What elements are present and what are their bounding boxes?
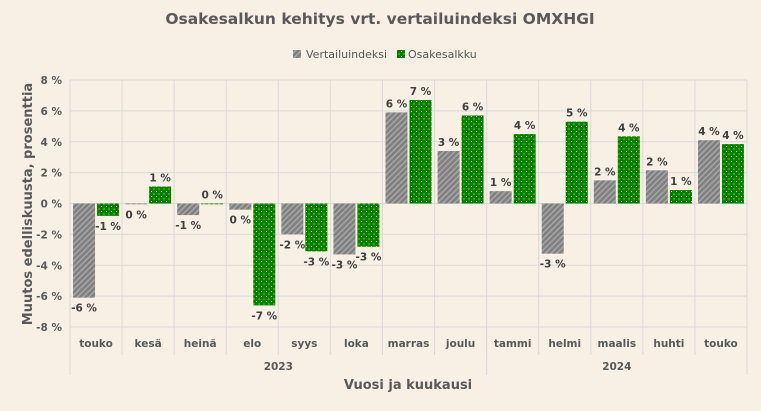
x-axis-title: Vuosi ja kuukausi: [344, 378, 472, 393]
data-label: 0 %: [125, 209, 147, 221]
bar-vertailuindeksi[interactable]: [125, 203, 148, 205]
y-tick-label: -4 %: [36, 260, 62, 272]
bar-vertailuindeksi[interactable]: [177, 203, 200, 216]
data-label: 7 %: [410, 86, 432, 98]
y-tick-label: 2 %: [41, 168, 63, 180]
bar-osakesalkku[interactable]: [721, 144, 744, 204]
legend-item-osakesalkku[interactable]: Osakesalkku: [397, 48, 477, 61]
bar-osakesalkku[interactable]: [409, 100, 432, 204]
bar-osakesalkku[interactable]: [461, 115, 484, 204]
data-label: 1 %: [490, 177, 512, 189]
x-category-label: heinä: [184, 338, 217, 350]
data-label: -2 %: [279, 239, 305, 251]
bar-osakesalkku[interactable]: [669, 190, 692, 204]
legend-marker-vertailuindeksi: [293, 50, 301, 58]
bar-vertailuindeksi[interactable]: [645, 170, 668, 204]
data-label: 4 %: [722, 130, 744, 142]
data-label: 0 %: [201, 190, 223, 202]
y-tick-label: -8 %: [36, 322, 62, 334]
data-label: 1 %: [670, 176, 692, 188]
bar-osakesalkku[interactable]: [253, 203, 276, 306]
data-label: 2 %: [594, 166, 616, 178]
legend-label-vertailuindeksi: Vertailuindeksi: [306, 48, 387, 61]
bar-osakesalkku[interactable]: [357, 203, 380, 247]
legend-marker-osakesalkku: [397, 50, 405, 58]
y-tick-label: -2 %: [36, 229, 62, 241]
x-category-label: huhti: [653, 338, 684, 350]
bar-vertailuindeksi[interactable]: [697, 140, 720, 204]
x-category-label: touko: [704, 338, 738, 350]
legend-label-osakesalkku: Osakesalkku: [408, 48, 477, 61]
data-label: 2 %: [646, 156, 668, 168]
y-tick-label: -6 %: [36, 291, 62, 303]
bar-vertailuindeksi[interactable]: [489, 191, 512, 204]
x-axis-categories: 2023 2024 touko kesä heinä elo syys loka marras j…: [79, 338, 738, 373]
x-category-label: joulu: [445, 338, 475, 350]
data-label: -1 %: [175, 220, 201, 232]
y-axis-title: Muutos edelliskuusta, prosenttia: [21, 83, 36, 325]
y-tick-label: 4 %: [41, 137, 63, 149]
data-label: -3 %: [332, 259, 358, 271]
x-category-label: tammi: [494, 338, 532, 350]
x-category-label: loka: [344, 338, 369, 350]
year-label: 2024: [602, 361, 631, 373]
bar-osakesalkku[interactable]: [565, 121, 588, 204]
data-label: -3 %: [540, 259, 566, 271]
data-label: -1 %: [95, 221, 121, 233]
data-label: 6 %: [386, 98, 408, 110]
data-label: 4 %: [618, 122, 640, 134]
x-category-label: kesä: [135, 338, 162, 350]
bar-vertailuindeksi[interactable]: [229, 203, 252, 210]
y-axis-ticks: 8 % 6 % 4 % 2 % 0 % -2 % -4 % -6 % -8 %: [36, 75, 62, 334]
data-labels: -6 % 0 % -1 % 0 % -2 % -3 % 6 % 3 % 1 % -3 % 2 % 2 …: [71, 86, 744, 322]
data-label: -3 %: [303, 256, 329, 268]
x-category-label: touko: [79, 338, 113, 350]
data-label: 3 %: [438, 137, 460, 149]
x-category-label: syys: [291, 338, 317, 350]
bar-osakesalkku[interactable]: [201, 203, 224, 205]
y-tick-label: 6 %: [41, 106, 63, 118]
data-label: 0 %: [230, 215, 252, 227]
data-label: -6 %: [71, 303, 97, 315]
y-tick-label: 8 %: [41, 75, 63, 87]
data-label: 4 %: [698, 126, 720, 138]
legend: Vertailuindeksi Osakesalkku: [293, 48, 477, 61]
bar-vertailuindeksi[interactable]: [385, 112, 408, 204]
bar-vertailuindeksi[interactable]: [333, 203, 356, 255]
data-label: 1 %: [149, 173, 171, 185]
bar-osakesalkku[interactable]: [149, 186, 172, 204]
chart-title: Osakesalkun kehitys vrt. vertailuindeksi…: [165, 10, 594, 28]
data-label: 4 %: [514, 120, 536, 132]
legend-item-vertailuindeksi[interactable]: Vertailuindeksi: [293, 48, 387, 61]
x-category-label: helmi: [548, 338, 581, 350]
x-category-label: maalis: [598, 338, 637, 350]
data-label: 6 %: [462, 102, 484, 114]
bar-osakesalkku[interactable]: [513, 134, 536, 204]
data-label: -7 %: [251, 310, 277, 322]
bar-vertailuindeksi[interactable]: [437, 151, 460, 204]
bar-osakesalkku[interactable]: [617, 136, 640, 204]
data-label: -3 %: [356, 252, 382, 264]
bars: [73, 100, 744, 306]
x-category-label: marras: [388, 338, 430, 350]
bar-osakesalkku[interactable]: [97, 203, 120, 216]
bar-vertailuindeksi[interactable]: [593, 180, 616, 204]
bar-vertailuindeksi[interactable]: [541, 203, 564, 254]
x-category-label: elo: [243, 338, 261, 350]
data-label: 5 %: [566, 108, 588, 120]
y-tick-label: 0 %: [41, 199, 63, 211]
bar-osakesalkku[interactable]: [305, 203, 328, 252]
year-label: 2023: [264, 361, 293, 373]
bar-vertailuindeksi[interactable]: [281, 203, 304, 235]
bar-vertailuindeksi[interactable]: [73, 203, 96, 298]
gridlines: [69, 79, 748, 375]
